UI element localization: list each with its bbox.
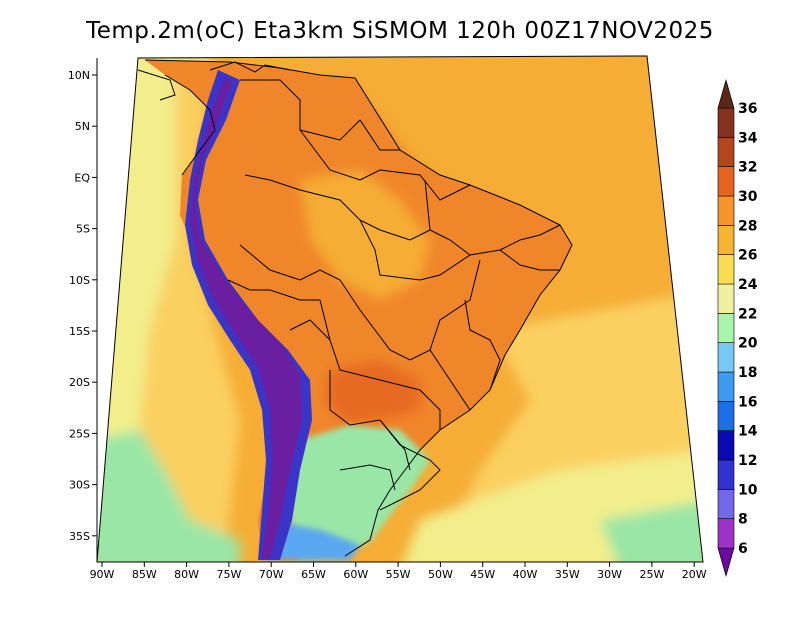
colorbar-label: 20 xyxy=(738,336,758,352)
lat-label: 20S xyxy=(69,376,90,389)
colorbar-swatch xyxy=(717,401,735,431)
colorbar-swatch xyxy=(717,195,735,226)
longitude-axis: 90W 85W 80W 75W 70W 65W 60W 55W 50W 45W 40W 35W 30W 2… xyxy=(90,562,707,581)
atlantic-cold-band xyxy=(600,500,703,562)
lon-label: 50W xyxy=(428,568,453,581)
colorbar-label: 10 xyxy=(738,482,758,498)
colorbar-swatch xyxy=(717,342,735,373)
colorbar-label: 34 xyxy=(738,130,758,146)
colorbar: 6 8 10 12 14 16 18 20 22 24 26 28 30 32 34 36 xyxy=(717,78,758,578)
pacific-mild-band xyxy=(140,56,240,560)
colorbar-label: 12 xyxy=(738,453,757,469)
colorbar-swatch xyxy=(717,78,735,109)
colorbar-swatch xyxy=(717,371,735,402)
colorbar-label: 30 xyxy=(738,189,758,205)
lat-label: 5N xyxy=(75,120,90,133)
colorbar-swatch xyxy=(717,313,735,343)
colorbar-label: 14 xyxy=(738,424,758,440)
lat-label: 35S xyxy=(69,530,90,543)
colorbar-swatch xyxy=(717,518,735,549)
central-very-hot-zone xyxy=(325,360,420,425)
lon-label: 40W xyxy=(513,568,538,581)
colorbar-swatch xyxy=(717,137,735,167)
colorbar-swatch xyxy=(717,547,735,578)
colorbar-label: 22 xyxy=(738,306,757,322)
latitude-axis: 10N 5N EQ 5S 10S 15S 20S 25S 30S 35S xyxy=(68,69,97,543)
lon-label: 65W xyxy=(301,568,326,581)
colorbar-label: 6 xyxy=(738,541,748,557)
lon-label: 35W xyxy=(555,568,580,581)
colorbar-label: 26 xyxy=(738,248,757,264)
southern-cool-zone xyxy=(290,425,430,560)
lat-label: 15S xyxy=(69,325,90,338)
colorbar-swatch xyxy=(717,107,735,138)
colorbar-label: 18 xyxy=(738,365,757,381)
colorbar-label: 28 xyxy=(738,218,757,234)
lon-label: 80W xyxy=(174,568,199,581)
south-america-land xyxy=(145,60,572,560)
lon-label: 60W xyxy=(343,568,368,581)
lon-label: 85W xyxy=(132,568,157,581)
lon-label: 45W xyxy=(470,568,495,581)
lon-label: 20W xyxy=(682,568,707,581)
colorbar-label: 8 xyxy=(738,512,748,528)
colorbar-label: 36 xyxy=(738,101,757,117)
country-borders xyxy=(137,59,573,557)
lat-label: EQ xyxy=(74,171,90,184)
lat-label: 10S xyxy=(69,274,90,287)
data-domain xyxy=(97,56,703,562)
lon-label: 90W xyxy=(90,568,115,581)
lon-label: 70W xyxy=(259,568,284,581)
lon-label: 75W xyxy=(216,568,241,581)
axis-frame xyxy=(96,58,703,563)
colorbar-label: 24 xyxy=(738,277,758,293)
lat-label: 30S xyxy=(69,479,90,492)
lon-label: 25W xyxy=(639,568,664,581)
colorbar-label: 32 xyxy=(738,160,757,176)
lon-label: 30W xyxy=(597,568,622,581)
warm-spots xyxy=(300,170,430,300)
colorbar-label: 16 xyxy=(738,394,757,410)
map-title: Temp.2m(oC) Eta3km SiSMOM 120h 00Z17NOV2… xyxy=(86,18,714,44)
pacific-cold-band xyxy=(97,430,240,562)
lon-label: 55W xyxy=(386,568,411,581)
lat-label: 10N xyxy=(68,69,90,82)
colorbar-swatch xyxy=(717,254,735,285)
colorbar-swatch xyxy=(717,166,735,197)
colorbar-swatch xyxy=(717,459,735,490)
colorbar-swatch xyxy=(717,225,735,255)
andes-cold-band xyxy=(190,78,302,558)
lat-label: 5S xyxy=(76,223,90,236)
colorbar-swatch xyxy=(717,489,735,519)
colorbar-swatch xyxy=(717,430,735,461)
lat-label: 25S xyxy=(69,427,90,440)
colorbar-swatch xyxy=(717,283,735,314)
